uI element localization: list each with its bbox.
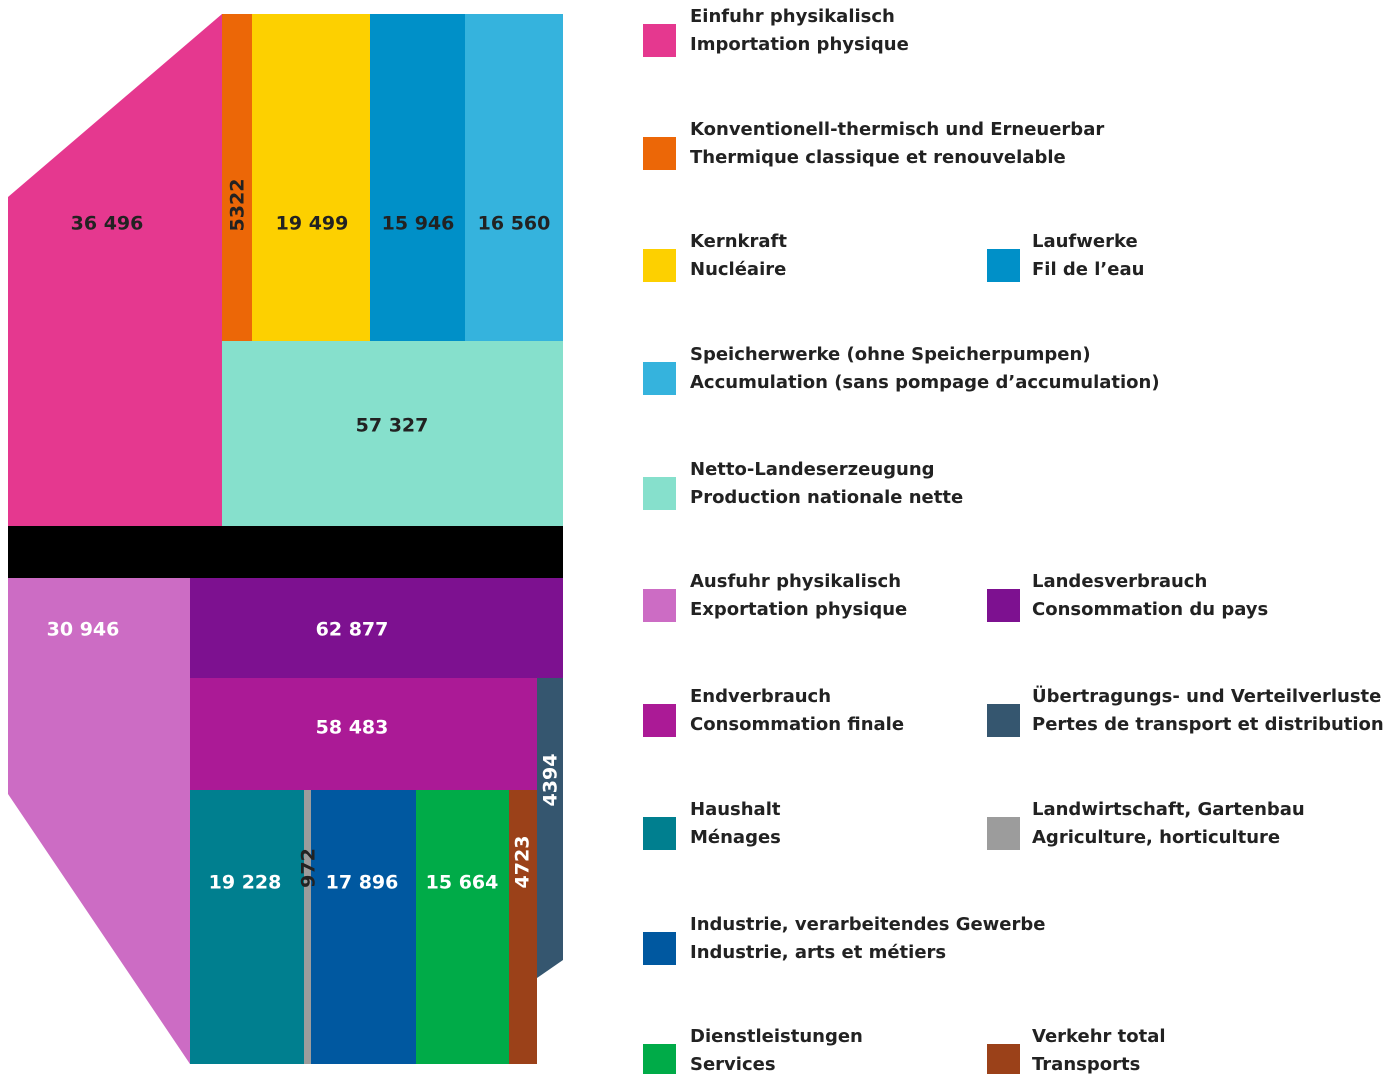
legend-label-de: Dienstleistungen (690, 1026, 863, 1047)
flow-value: 19 228 (209, 872, 282, 894)
flow-block (370, 14, 465, 341)
flow-value: 19 499 (276, 213, 349, 235)
legend-label-fr: Industrie, arts et métiers (690, 942, 946, 963)
flow-value: 58 483 (316, 717, 389, 739)
legend-label-de: Konventionell-thermisch und Erneuerbar (690, 119, 1104, 140)
flow-value: 4723 (512, 836, 534, 889)
legend-swatch (987, 704, 1020, 737)
legend-label-de: Speicherwerke (ohne Speicherpumpen) (690, 344, 1091, 365)
legend-swatch (643, 589, 676, 622)
legend-label-fr: Fil de l’eau (1032, 259, 1144, 280)
legend-swatch (643, 932, 676, 965)
flow-block (190, 790, 304, 1064)
legend-swatch (643, 362, 676, 395)
flow-block (509, 790, 537, 1064)
flow-block (190, 678, 537, 790)
legend-swatch (643, 1044, 676, 1074)
legend-label-de: Haushalt (690, 799, 781, 820)
flow-value: 36 496 (71, 213, 144, 235)
legend-label-fr: Agriculture, horticulture (1032, 827, 1280, 848)
flow-value: 57 327 (356, 415, 429, 437)
flow-value: 62 877 (316, 619, 389, 641)
flow-value: 16 560 (478, 213, 551, 235)
flow-value: 5322 (227, 179, 249, 232)
flow-value: 4394 (540, 754, 562, 807)
legend-label-fr: Nucléaire (690, 259, 786, 280)
legend-label-fr: Ménages (690, 827, 781, 848)
flow-value: 17 896 (326, 872, 399, 894)
flow-block (416, 790, 509, 1064)
legend-swatch (987, 589, 1020, 622)
legend-swatch (643, 24, 676, 57)
flow-block (537, 678, 563, 978)
legend-label-de: Einfuhr physikalisch (690, 6, 895, 27)
legend-label-fr: Exportation physique (690, 599, 907, 620)
legend-label-de: Industrie, verarbeitendes Gewerbe (690, 914, 1045, 935)
flow-block (8, 578, 190, 1064)
flow-block (8, 14, 222, 526)
flow-value: 15 664 (426, 872, 499, 894)
legend-label-de: Landwirtschaft, Gartenbau (1032, 799, 1305, 820)
legend-label-fr: Thermique classique et renouvelable (690, 147, 1066, 168)
flow-block (190, 578, 563, 678)
separator-bar (8, 526, 563, 578)
flow-block (304, 790, 311, 1064)
legend-label-fr: Pertes de transport et distribution (1032, 714, 1384, 735)
legend-swatch (643, 817, 676, 850)
legend-swatch (987, 249, 1020, 282)
legend-label-fr: Production nationale nette (690, 487, 963, 508)
flow-block (465, 14, 563, 341)
legend-label-fr: Accumulation (sans pompage d’accumulatio… (690, 372, 1160, 393)
legend-label-de: Kernkraft (690, 231, 787, 252)
legend-swatch (643, 249, 676, 282)
legend-label-de: Endverbrauch (690, 686, 831, 707)
flow-block (252, 14, 370, 341)
legend-label-fr: Transports (1032, 1054, 1140, 1074)
legend-label-de: Übertragungs- und Verteilverluste (1032, 685, 1381, 707)
legend-label-de: Verkehr total (1032, 1026, 1166, 1047)
legend-swatch (987, 1044, 1020, 1074)
legend-swatch (643, 704, 676, 737)
flow-value: 15 946 (382, 213, 455, 235)
legend-label-fr: Services (690, 1054, 776, 1074)
flow-block (222, 341, 563, 526)
legend-label-fr: Importation physique (690, 34, 909, 55)
legend-swatch (987, 817, 1020, 850)
flow-value: 972 (298, 848, 320, 888)
legend-label-de: Laufwerke (1032, 231, 1138, 252)
legend-swatch (643, 477, 676, 510)
legend-label-fr: Consommation finale (690, 714, 904, 735)
legend-label-de: Netto-Landeserzeugung (690, 459, 935, 480)
flow-value: 30 946 (47, 619, 120, 641)
legend-label-fr: Consommation du pays (1032, 599, 1268, 620)
flow-block (222, 14, 252, 341)
legend-swatch (643, 137, 676, 170)
flow-block (311, 790, 416, 1064)
legend-label-de: Ausfuhr physikalisch (690, 571, 901, 592)
legend-label-de: Landesverbrauch (1032, 571, 1207, 592)
